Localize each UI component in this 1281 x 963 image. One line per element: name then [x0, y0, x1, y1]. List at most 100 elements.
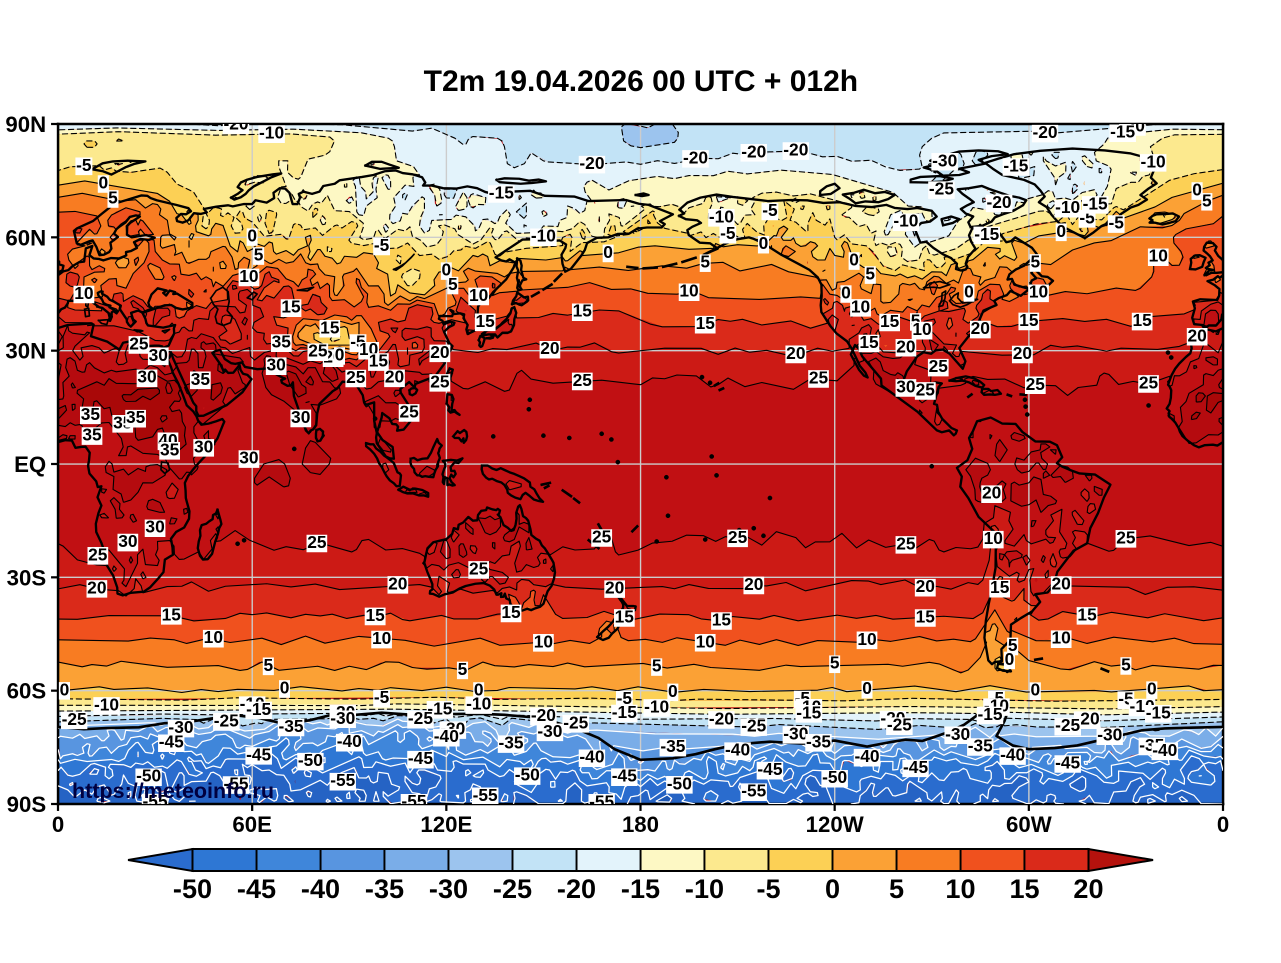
svg-text:0: 0	[759, 233, 769, 253]
svg-text:-25: -25	[493, 873, 532, 904]
svg-text:-20: -20	[709, 708, 734, 728]
svg-text:-20: -20	[579, 153, 604, 173]
svg-text:-55: -55	[473, 785, 498, 805]
svg-text:25: 25	[896, 533, 916, 553]
svg-text:-5: -5	[756, 873, 780, 904]
svg-text:-25: -25	[62, 709, 87, 729]
svg-text:0: 0	[1005, 649, 1015, 669]
svg-text:5: 5	[1202, 190, 1212, 210]
svg-text:-25: -25	[408, 708, 433, 728]
svg-text:10: 10	[912, 319, 931, 339]
svg-text:15: 15	[712, 609, 732, 629]
svg-text:0: 0	[60, 679, 70, 699]
svg-text:10: 10	[74, 283, 93, 303]
svg-text:30: 30	[145, 517, 164, 537]
svg-text:15: 15	[369, 350, 389, 370]
svg-text:0: 0	[825, 873, 840, 904]
svg-text:0: 0	[668, 681, 678, 701]
svg-text:10: 10	[857, 629, 876, 649]
svg-text:-50: -50	[173, 873, 212, 904]
svg-text:-50: -50	[667, 773, 692, 793]
svg-text:-45: -45	[1055, 753, 1080, 773]
svg-text:0: 0	[841, 282, 851, 302]
svg-text:5: 5	[254, 245, 264, 265]
svg-text:20: 20	[982, 483, 1001, 503]
svg-text:15: 15	[696, 313, 716, 333]
svg-text:10: 10	[679, 281, 698, 301]
svg-text:30S: 30S	[7, 565, 47, 590]
svg-text:10: 10	[1149, 246, 1168, 266]
svg-text:-10: -10	[259, 123, 284, 143]
svg-text:20: 20	[1187, 325, 1206, 345]
svg-text:-15: -15	[246, 699, 271, 719]
svg-text:-55: -55	[401, 791, 426, 811]
svg-text:-45: -45	[408, 748, 433, 768]
svg-text:-55: -55	[223, 774, 248, 794]
svg-text:-15: -15	[612, 702, 637, 722]
svg-text:-35: -35	[499, 733, 524, 753]
svg-text:15: 15	[990, 577, 1010, 597]
svg-text:0: 0	[1030, 680, 1040, 700]
svg-text:5: 5	[889, 873, 904, 904]
svg-text:25: 25	[1026, 374, 1046, 394]
svg-text:-10: -10	[94, 694, 119, 714]
svg-text:30: 30	[149, 345, 168, 365]
svg-text:-35: -35	[968, 735, 993, 755]
svg-text:15: 15	[476, 311, 496, 331]
svg-text:-30: -30	[330, 708, 355, 728]
svg-text:0: 0	[964, 281, 974, 301]
svg-text:35: 35	[191, 369, 211, 389]
svg-text:-35: -35	[806, 731, 831, 751]
svg-text:25: 25	[307, 532, 327, 552]
svg-text:20: 20	[1013, 343, 1032, 363]
svg-text:-40: -40	[434, 726, 459, 746]
svg-text:180: 180	[622, 812, 659, 837]
svg-text:-10: -10	[531, 226, 556, 246]
svg-text:0: 0	[1056, 221, 1066, 241]
svg-text:20: 20	[916, 576, 935, 596]
svg-text:-40: -40	[854, 746, 879, 766]
svg-text:-40: -40	[301, 873, 340, 904]
svg-text:25: 25	[129, 333, 149, 353]
svg-text:-35: -35	[660, 736, 685, 756]
svg-text:-30: -30	[1097, 725, 1122, 745]
svg-text:-15: -15	[974, 224, 999, 244]
svg-text:-5: -5	[374, 235, 390, 255]
svg-text:20: 20	[388, 573, 407, 593]
svg-text:30: 30	[266, 355, 285, 375]
svg-text:-25: -25	[214, 710, 239, 730]
svg-text:0: 0	[1217, 812, 1229, 837]
svg-text:25: 25	[346, 367, 366, 387]
svg-text:EQ: EQ	[14, 452, 46, 477]
svg-text:20: 20	[385, 367, 404, 387]
svg-text:120W: 120W	[806, 812, 864, 837]
svg-text:-15: -15	[621, 873, 660, 904]
svg-text:20: 20	[430, 342, 449, 362]
svg-text:-5: -5	[1108, 213, 1124, 233]
svg-text:5: 5	[1121, 654, 1131, 674]
svg-text:-25: -25	[563, 712, 588, 732]
svg-text:-15: -15	[1146, 702, 1171, 722]
svg-text:-50: -50	[136, 766, 161, 786]
svg-text:10: 10	[1029, 282, 1048, 302]
svg-text:30: 30	[194, 436, 213, 456]
svg-text:60N: 60N	[5, 225, 46, 250]
svg-text:20: 20	[1052, 574, 1071, 594]
svg-text:30: 30	[118, 531, 137, 551]
svg-text:15: 15	[320, 317, 340, 337]
svg-text:5: 5	[865, 264, 875, 284]
svg-text:-55: -55	[741, 781, 766, 801]
svg-text:30: 30	[239, 448, 258, 468]
svg-text:15: 15	[615, 606, 635, 626]
svg-text:5: 5	[264, 655, 274, 675]
svg-text:-20: -20	[683, 147, 708, 167]
svg-text:15: 15	[281, 297, 301, 317]
svg-text:-20: -20	[987, 192, 1012, 212]
svg-text:0: 0	[52, 812, 64, 837]
svg-text:T2m 19.04.2026 00 UTC + 012h: T2m 19.04.2026 00 UTC + 012h	[424, 65, 858, 98]
svg-text:-30: -30	[429, 873, 468, 904]
svg-text:-30: -30	[168, 717, 193, 737]
svg-text:-5: -5	[720, 223, 736, 243]
svg-text:10: 10	[534, 631, 553, 651]
svg-text:-20: -20	[557, 873, 596, 904]
